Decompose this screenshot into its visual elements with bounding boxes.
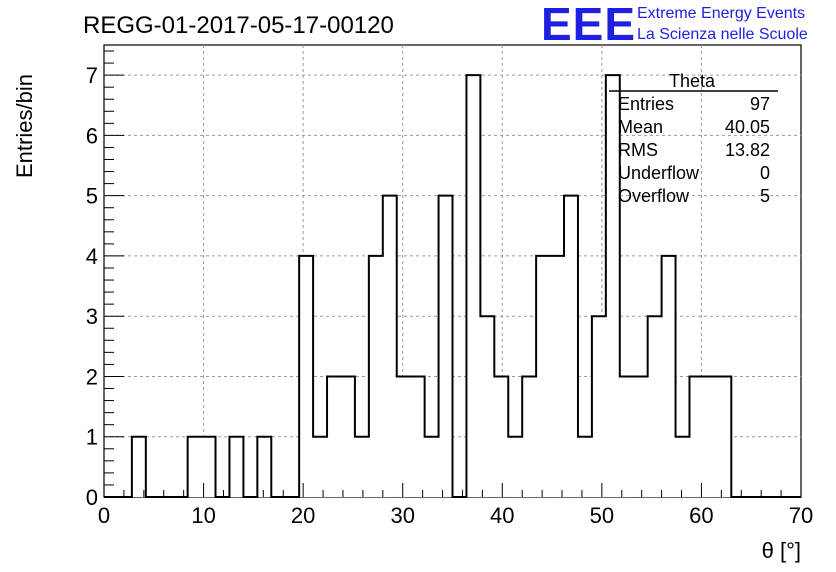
y-tick-label: 0 (86, 485, 98, 510)
histogram-bin (131, 436, 146, 497)
x-tick-label: 70 (789, 503, 813, 528)
y-tick-label: 6 (86, 123, 98, 148)
stats-label: Entries (618, 94, 674, 114)
histogram-bin (591, 316, 606, 497)
x-tick-label: 40 (490, 503, 514, 528)
histogram-bin (187, 436, 202, 497)
histogram-bin (229, 436, 244, 497)
stats-label: Underflow (618, 163, 700, 183)
y-tick-label: 5 (86, 184, 98, 209)
stats-box: Theta Entries 97 Mean 40.05 RMS 13.82 Underflo… (609, 71, 778, 206)
eee-logo: EEE Extreme Energy Events La Scienza nel… (541, 0, 808, 50)
histogram-bin (564, 195, 578, 497)
histogram-bin (354, 436, 369, 497)
histogram-bin (717, 376, 732, 497)
brand-line-1: Extreme Energy Events (637, 5, 805, 22)
x-tick-label: 0 (98, 503, 110, 528)
histogram-bin (396, 376, 411, 497)
histogram-bin (661, 255, 676, 497)
histogram-bars (104, 74, 801, 498)
brand-line-2: La Scienza nelle Scuole (637, 26, 808, 43)
y-tick-label: 1 (86, 425, 98, 450)
histogram-bin (327, 376, 341, 497)
x-tick-label: 30 (390, 503, 414, 528)
histogram-bin (438, 195, 453, 497)
histogram-bin (424, 436, 439, 497)
x-tick-label: 10 (191, 503, 215, 528)
histogram-bin (201, 436, 216, 497)
stats-title: Theta (669, 71, 716, 91)
histogram-bin (619, 376, 634, 497)
stats-label: RMS (618, 140, 658, 160)
eee-logo-text: EEE (541, 0, 636, 50)
histogram-bin (689, 376, 704, 497)
histogram-bin (647, 316, 662, 497)
histogram-bin (494, 376, 509, 497)
x-tick-label: 20 (291, 503, 315, 528)
y-tick-label: 2 (86, 364, 98, 389)
stats-rows: Entries 97 Mean 40.05 RMS 13.82 Underflow 0 Over… (618, 94, 770, 206)
histogram-bin (508, 436, 523, 497)
y-tick-label: 4 (86, 244, 98, 269)
x-tick-label: 50 (590, 503, 614, 528)
histogram-bin (257, 436, 272, 497)
histogram-bin (466, 75, 481, 497)
histogram-bin (340, 376, 355, 497)
histogram-bin (703, 376, 718, 497)
histogram-bin (605, 75, 620, 497)
chart-title: REGG-01-2017-05-17-00120 (83, 12, 394, 39)
histogram-bin (382, 195, 397, 497)
y-tick-label: 7 (86, 63, 98, 88)
stats-value: 40.05 (725, 117, 770, 137)
histogram-bin (480, 316, 495, 497)
stats-value: 5 (760, 186, 770, 206)
histogram-outline (104, 74, 801, 498)
stats-value: 97 (750, 94, 770, 114)
y-tick-label: 3 (86, 304, 98, 329)
x-tick-label: 60 (689, 503, 713, 528)
histogram-bin (550, 255, 565, 497)
histogram-bin (410, 376, 425, 497)
x-axis-label: θ [°] (762, 538, 801, 563)
stats-value: 0 (760, 163, 770, 183)
histogram-bin (299, 255, 314, 497)
stats-value: 13.82 (725, 140, 770, 160)
histogram-bin (368, 255, 383, 497)
histogram-bin (536, 255, 551, 497)
y-axis-label: Entries/bin (12, 74, 37, 178)
histogram-bin (577, 436, 592, 497)
stats-label: Overflow (618, 186, 690, 206)
histogram-bin (633, 376, 648, 497)
histogram-bin (675, 436, 690, 497)
histogram-bin (522, 376, 537, 497)
histogram-bin (313, 436, 328, 497)
stats-label: Mean (618, 117, 663, 137)
